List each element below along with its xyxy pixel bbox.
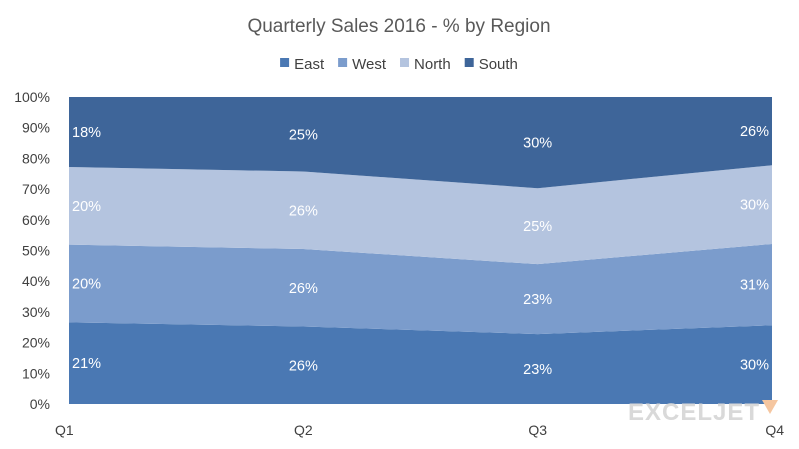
data-label: 30% (740, 358, 769, 374)
y-tick-label: 40% (22, 273, 50, 289)
data-label: 25% (289, 127, 318, 143)
data-label: 26% (289, 281, 318, 297)
legend-label: West (352, 56, 387, 73)
y-tick-label: 30% (22, 304, 50, 320)
watermark-accent-icon (762, 400, 778, 414)
x-axis: Q1 Q2 Q3 Q4 (55, 422, 784, 438)
y-tick-label: 70% (22, 181, 50, 197)
data-label: 25% (523, 219, 552, 235)
x-tick-label: Q4 (765, 422, 784, 438)
area-north (69, 165, 772, 265)
data-label: 20% (72, 277, 101, 293)
legend-swatch (338, 58, 348, 67)
y-tick-label: 100% (14, 89, 50, 105)
x-tick-label: Q3 (528, 422, 547, 438)
legend-label: East (294, 56, 325, 73)
data-label: 18% (72, 125, 101, 141)
data-label: 21% (72, 356, 101, 372)
y-tick-label: 0% (30, 396, 50, 412)
legend-swatch (400, 58, 410, 67)
area-west (69, 243, 772, 335)
area-east (69, 322, 772, 404)
legend-swatch (280, 58, 290, 67)
data-label: 26% (289, 203, 318, 219)
data-label: 26% (289, 358, 318, 374)
x-tick-label: Q1 (55, 422, 74, 438)
y-tick-label: 60% (22, 212, 50, 228)
x-tick-label: Q2 (294, 422, 313, 438)
legend-item-north: North (400, 56, 451, 73)
chart-title: Quarterly Sales 2016 - % by Region (247, 16, 550, 37)
watermark-text: EXCELJET (628, 399, 760, 426)
data-label: 30% (523, 136, 552, 152)
data-label: 23% (523, 292, 552, 308)
legend: East West North South (280, 56, 518, 73)
data-label: 23% (523, 362, 552, 378)
legend-item-south: South (464, 56, 518, 73)
data-label: 30% (740, 198, 769, 214)
y-tick-label: 50% (22, 243, 50, 259)
y-tick-label: 10% (22, 365, 50, 381)
y-tick-label: 20% (22, 335, 50, 351)
legend-label: North (414, 56, 451, 73)
data-labels: 21% 26% 23% 30% 20% 26% 23% 31% 20% 26% 25% 30% 18% 2… (72, 124, 769, 378)
legend-label: South (479, 56, 518, 73)
watermark-logo: EXCELJET (628, 399, 778, 426)
y-axis: 0% 10% 20% 30% 40% 50% 60% 70% 80% 90% 100% (14, 89, 50, 412)
data-label: 20% (72, 199, 101, 215)
y-tick-label: 80% (22, 150, 50, 166)
y-tick-label: 90% (22, 120, 50, 136)
legend-item-east: East (280, 56, 325, 73)
data-label: 31% (740, 278, 769, 294)
legend-swatch (464, 58, 474, 67)
data-label: 26% (740, 124, 769, 140)
plot-area (69, 97, 772, 404)
area-south (69, 97, 772, 189)
legend-item-west: West (338, 56, 387, 73)
